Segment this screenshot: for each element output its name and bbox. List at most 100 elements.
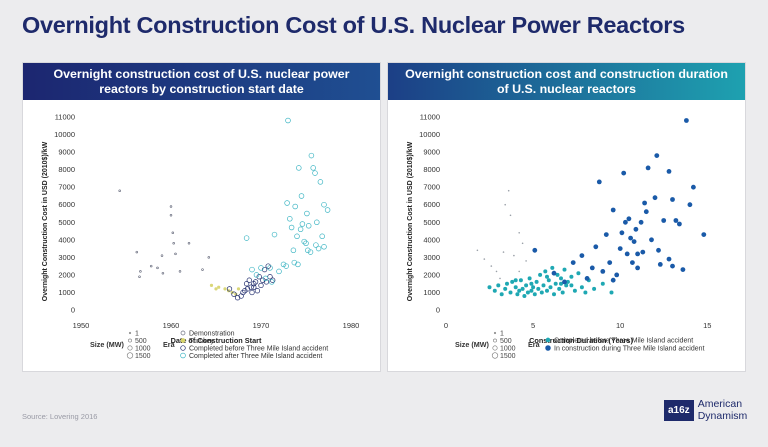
- data-point: [545, 288, 549, 293]
- data-point: [258, 282, 264, 289]
- data-point: [666, 256, 672, 262]
- data-point: [576, 271, 581, 276]
- y-tick-label: 1000: [423, 288, 440, 297]
- data-point: [579, 285, 584, 290]
- data-point: [546, 278, 551, 283]
- y-tick-label: 6000: [58, 200, 75, 209]
- data-point: [532, 247, 538, 253]
- data-point: [562, 279, 567, 285]
- data-point: [517, 288, 522, 293]
- data-point: [217, 285, 221, 289]
- data-point: [496, 283, 501, 288]
- brand-name: American Dynamism: [698, 398, 748, 422]
- data-point: [684, 118, 689, 123]
- y-tick-label: 9000: [58, 148, 75, 157]
- data-point: [610, 207, 616, 213]
- y-tick-label: 7000: [58, 183, 75, 192]
- x-tick-label: 15: [703, 321, 711, 330]
- data-point: [487, 285, 492, 290]
- data-point: [502, 251, 505, 253]
- data-point: [677, 221, 682, 227]
- data-point: [139, 270, 142, 273]
- data-point: [579, 253, 585, 258]
- legend-size-marker: [492, 345, 498, 351]
- x-axis-label: Date of Construction Start: [171, 336, 262, 345]
- data-point: [596, 179, 602, 185]
- data-point: [518, 232, 520, 234]
- data-point: [541, 283, 546, 288]
- data-point: [607, 260, 613, 265]
- y-tick-label: 0: [71, 306, 75, 315]
- start-date-scatter-chart: 0 1000 2000 3000 4000 5000 6000 7000 8000 9000 100…: [42, 113, 359, 361]
- y-tick-label: 0: [436, 306, 440, 315]
- data-point: [649, 237, 654, 243]
- data-point: [171, 231, 175, 235]
- left-chart-panel: Overnight construction cost of U.S. nucl…: [22, 62, 381, 372]
- data-point: [701, 232, 707, 238]
- data-point: [522, 294, 527, 298]
- right-chart-title: Overnight construction cost and construc…: [388, 63, 745, 100]
- data-point: [518, 270, 520, 273]
- data-point: [666, 169, 672, 174]
- data-point: [160, 254, 164, 257]
- data-point: [624, 251, 630, 257]
- data-point: [249, 266, 255, 273]
- data-point: [504, 203, 506, 206]
- data-point: [593, 244, 599, 250]
- data-point: [276, 268, 282, 275]
- y-axis-label: Overnight Construction Cost in USD (2010…: [42, 141, 49, 301]
- data-point: [657, 262, 663, 267]
- data-point: [324, 207, 331, 213]
- data-point: [305, 247, 311, 254]
- data-point: [243, 235, 250, 241]
- data-point: [633, 226, 639, 232]
- legend-era-marker: [545, 337, 551, 343]
- y-tick-label: 8000: [58, 165, 75, 174]
- data-point: [631, 239, 637, 245]
- data-point: [178, 270, 182, 273]
- data-point: [490, 265, 493, 267]
- data-point: [308, 152, 315, 159]
- data-point: [315, 245, 322, 252]
- data-point: [550, 265, 555, 270]
- legend-era-marker: [180, 345, 186, 351]
- data-point: [557, 286, 562, 291]
- data-point: [559, 276, 563, 281]
- data-point: [609, 290, 614, 295]
- data-point: [271, 231, 278, 238]
- data-point: [656, 247, 661, 253]
- data-point: [617, 246, 623, 252]
- data-point: [319, 233, 325, 240]
- legend-era-label: In construction during Three Mile Island…: [554, 346, 705, 353]
- data-point: [545, 274, 549, 279]
- data-point: [156, 266, 159, 270]
- data-point: [296, 165, 302, 171]
- data-point: [287, 216, 293, 222]
- legend-era-marker: [545, 345, 551, 351]
- data-point: [298, 193, 305, 199]
- data-point: [207, 256, 211, 259]
- data-point: [313, 242, 319, 248]
- legend-size-label: 1500: [135, 353, 151, 360]
- data-point: [214, 287, 218, 291]
- y-tick-label: 4000: [58, 235, 75, 244]
- brand-logo: a16z American Dynamism: [664, 398, 747, 422]
- data-point: [169, 214, 173, 217]
- data-point: [600, 281, 605, 286]
- data-point: [138, 275, 141, 278]
- data-point: [562, 267, 567, 272]
- data-point: [570, 260, 576, 265]
- legend-size-label: 1: [500, 331, 504, 338]
- x-tick-label: 10: [616, 321, 624, 330]
- data-point: [505, 281, 509, 286]
- right-chart-panel: Overnight construction cost and construc…: [387, 62, 746, 372]
- a16z-logo: a16z: [664, 399, 694, 421]
- x-tick-label: 0: [444, 321, 448, 330]
- data-point: [304, 210, 310, 217]
- data-point: [521, 242, 524, 245]
- data-point: [548, 285, 553, 290]
- data-point: [476, 249, 479, 252]
- y-tick-label: 9000: [423, 148, 440, 157]
- data-point: [603, 232, 609, 238]
- legend-size-label: 1000: [135, 346, 151, 353]
